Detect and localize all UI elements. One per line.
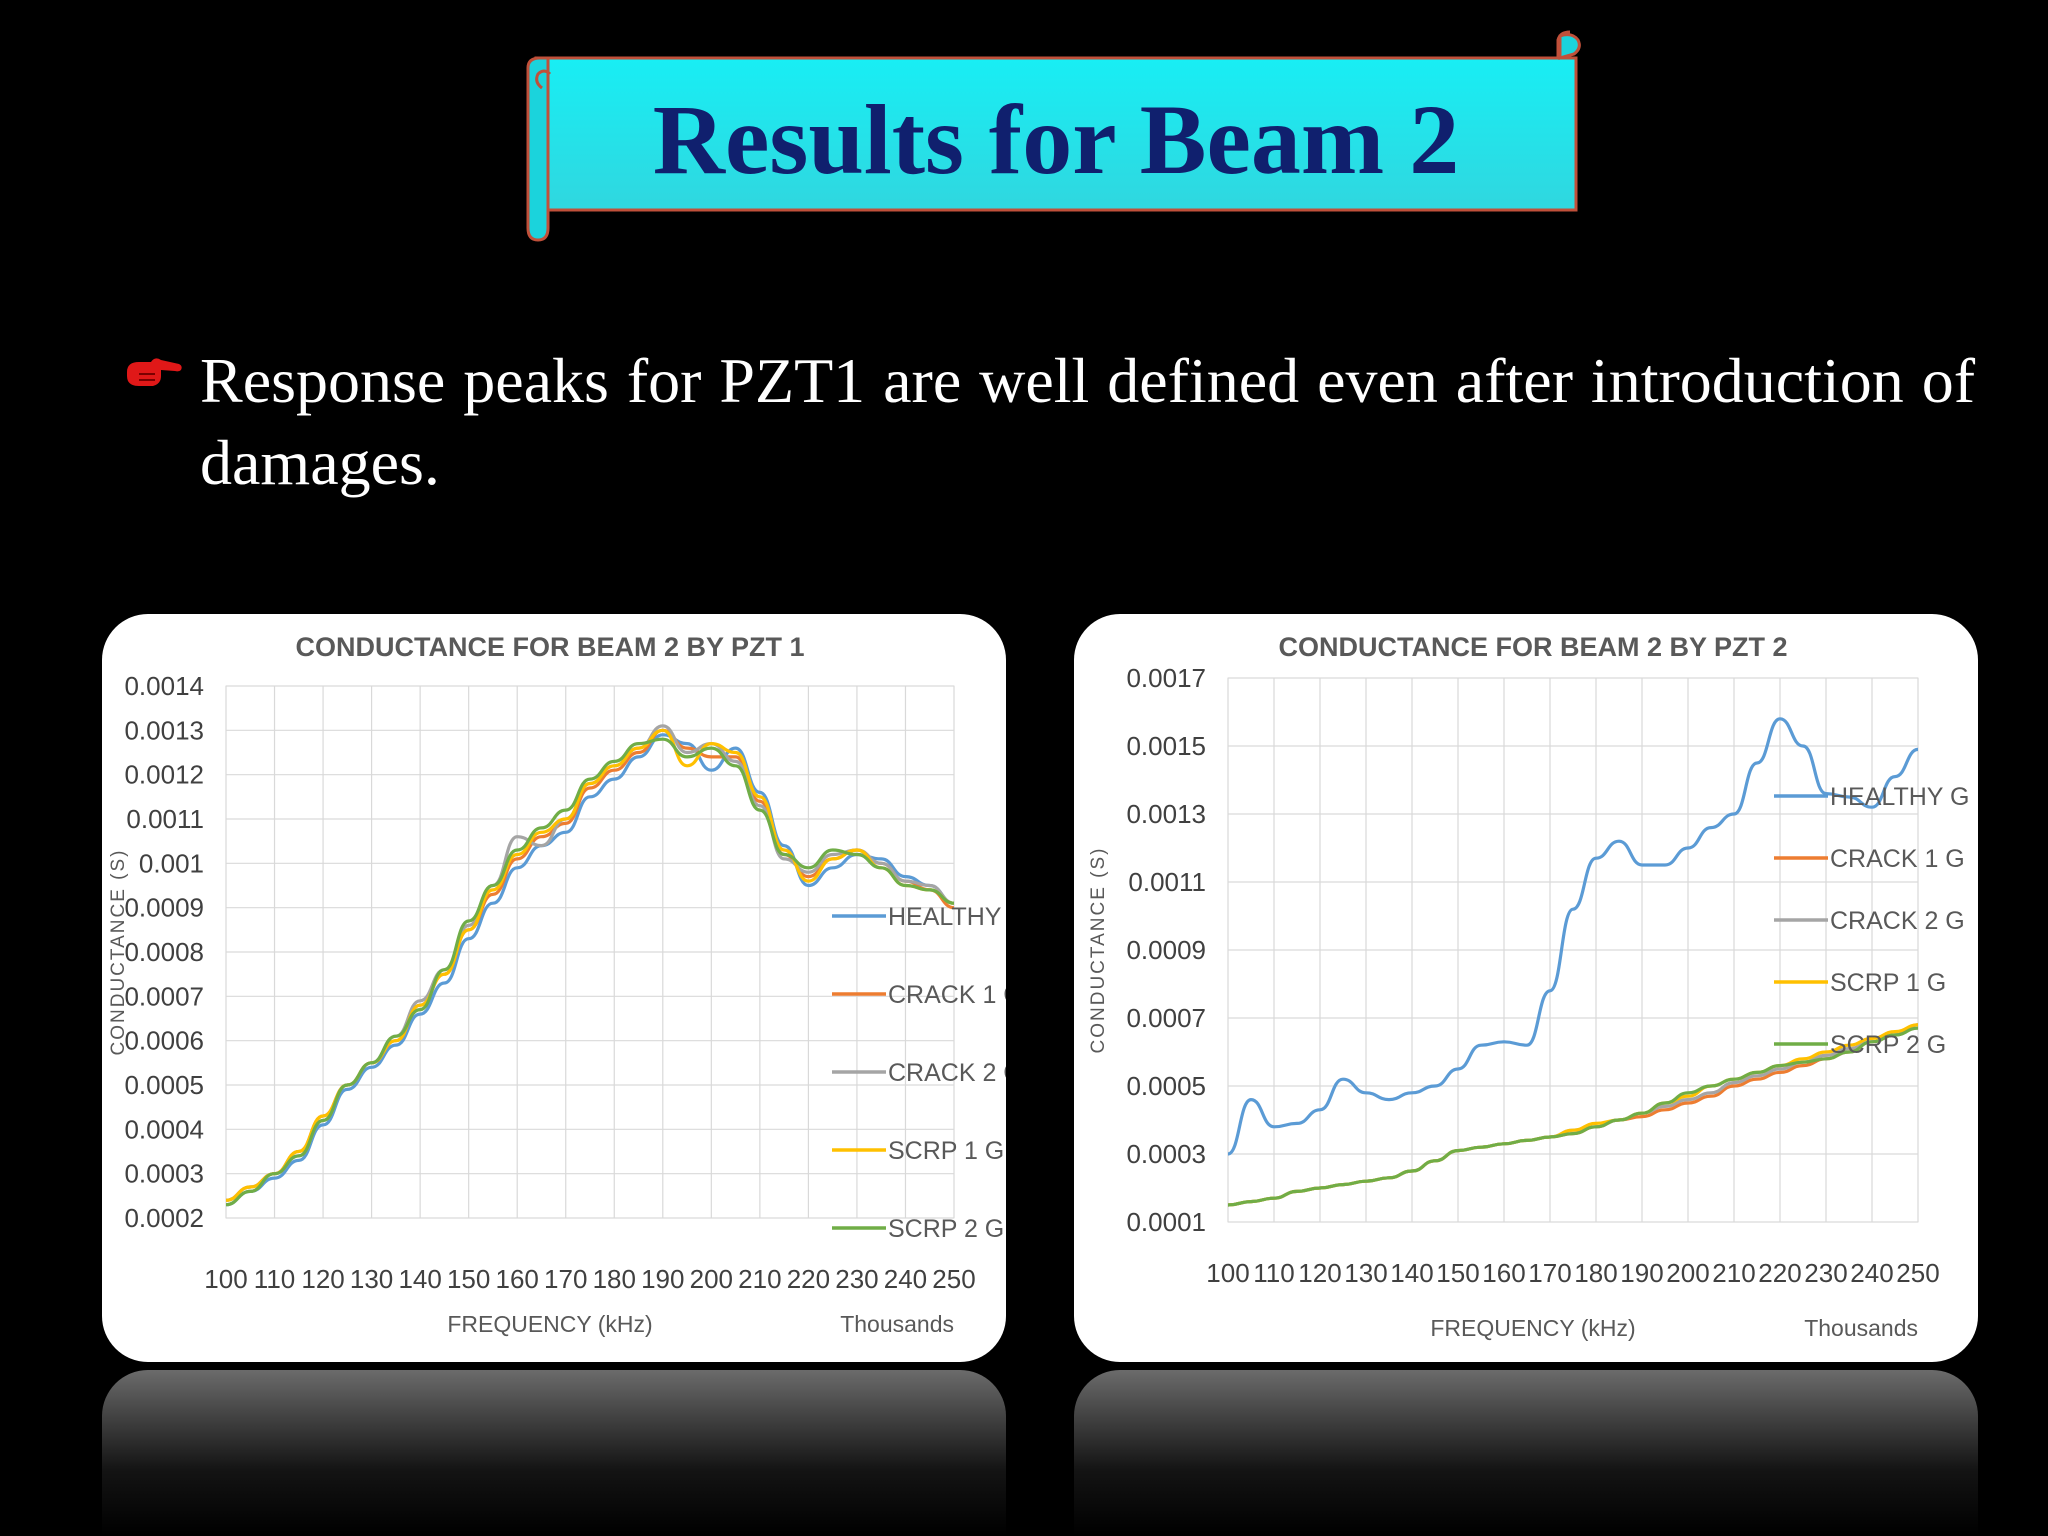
x-tick-label: 130 — [350, 1264, 393, 1294]
y-axis-label: CONDUCTANCE (S) — [1088, 847, 1109, 1054]
x-tick-label: 190 — [641, 1264, 684, 1294]
x-axis-units-note: Thousands — [1804, 1315, 1918, 1341]
x-tick-label: 230 — [835, 1264, 878, 1294]
x-tick-label: 210 — [1712, 1258, 1755, 1288]
series-line-scrp-2-g — [225, 737, 955, 1207]
x-tick-label: 170 — [1528, 1258, 1571, 1288]
y-tick-label: 0.0003 — [1126, 1139, 1206, 1169]
y-tick-label: 0.0011 — [126, 804, 204, 834]
y-tick-label: 0.0007 — [124, 981, 204, 1011]
y-tick-label: 0.0012 — [124, 760, 204, 790]
x-tick-label: 220 — [787, 1264, 830, 1294]
x-tick-label: 140 — [398, 1264, 441, 1294]
y-tick-label: 0.001 — [139, 848, 204, 878]
slide-title: Results for Beam 2 — [652, 84, 1460, 195]
series-line-healthy-g — [1227, 717, 1919, 1156]
x-tick-label: 160 — [496, 1264, 539, 1294]
y-tick-label: 0.0009 — [124, 893, 204, 923]
legend-label: SCRP 1 G — [888, 1137, 1004, 1165]
bullet-text: Response peaks for PZT1 are well defined… — [200, 345, 1975, 498]
x-tick-label: 230 — [1804, 1258, 1847, 1288]
chart-reflection-right — [1074, 1370, 1978, 1536]
x-tick-label: 180 — [1574, 1258, 1617, 1288]
x-tick-label: 200 — [1666, 1258, 1709, 1288]
y-tick-label: 0.0005 — [124, 1070, 204, 1100]
legend-label: CRACK 2 G — [888, 1059, 1006, 1087]
chart-card-pzt1: 100 110 120 130 140 150 160 170 180 190 200 210 220 2… — [102, 614, 1006, 1362]
y-tick-label: 0.0011 — [1128, 867, 1206, 897]
series-line-scrp-2-g — [1227, 1026, 1919, 1207]
x-tick-label: 200 — [690, 1264, 733, 1294]
x-tick-label: 160 — [1482, 1258, 1525, 1288]
x-tick-label: 110 — [1253, 1258, 1294, 1288]
x-tick-label: 130 — [1344, 1258, 1387, 1288]
y-tick-label: 0.0006 — [124, 1026, 204, 1056]
y-tick-label: 0.0015 — [1126, 731, 1206, 761]
x-tick-label: 100 — [204, 1264, 247, 1294]
x-tick-label: 150 — [447, 1264, 490, 1294]
series-line-healthy-g — [225, 733, 955, 1207]
x-tick-label: 190 — [1620, 1258, 1663, 1288]
y-tick-label: 0.0008 — [124, 937, 204, 967]
chart-pzt2: 100 110 120 130 140 150 160 170 180 190 200 210 220 2… — [1088, 632, 1969, 1341]
chart-title: CONDUCTANCE FOR BEAM 2 BY PZT 2 — [1278, 632, 1787, 662]
legend-label: HEALTHY G — [888, 903, 1006, 931]
x-tick-label: 240 — [884, 1264, 927, 1294]
x-tick-label: 120 — [1298, 1258, 1341, 1288]
legend-label: SCRP 2 G — [888, 1215, 1004, 1243]
x-tick-label: 210 — [738, 1264, 781, 1294]
y-tick-label: 0.0004 — [124, 1114, 204, 1144]
x-tick-label: 140 — [1390, 1258, 1433, 1288]
y-axis-label: CONDUCTANCE (S) — [108, 849, 129, 1056]
y-tick-label: 0.0005 — [1126, 1071, 1206, 1101]
x-axis-label: FREQUENCY (kHz) — [447, 1311, 652, 1337]
legend-label: HEALTHY G — [1830, 783, 1969, 811]
scroll-banner-shape — [526, 30, 1581, 242]
y-tick-label: 0.0014 — [124, 671, 204, 701]
y-tick-label: 0.0002 — [124, 1203, 204, 1233]
bullet-point: Response peaks for PZT1 are well defined… — [125, 340, 1975, 504]
x-tick-label: 180 — [593, 1264, 636, 1294]
y-tick-label: 0.0009 — [1126, 935, 1206, 965]
y-tick-label: 0.0013 — [124, 715, 204, 745]
title-banner: Results for Beam 2 — [520, 28, 1592, 248]
legend-label: SCRP 1 G — [1830, 969, 1946, 997]
chart-reflection-left — [102, 1370, 1006, 1536]
x-tick-label: 150 — [1436, 1258, 1479, 1288]
chart-card-pzt2: 100 110 120 130 140 150 160 170 180 190 200 210 220 2… — [1074, 614, 1978, 1362]
y-tick-label: 0.0007 — [1126, 1003, 1206, 1033]
y-tick-label: 0.0001 — [1126, 1207, 1206, 1237]
x-tick-label: 120 — [301, 1264, 344, 1294]
legend-label: CRACK 2 G — [1830, 907, 1965, 935]
x-tick-label: 250 — [1896, 1258, 1939, 1288]
y-tick-label: 0.0003 — [124, 1159, 204, 1189]
y-tick-label: 0.0017 — [1126, 663, 1206, 693]
x-tick-label: 250 — [932, 1264, 975, 1294]
x-axis-label: FREQUENCY (kHz) — [1430, 1315, 1635, 1341]
x-axis-units-note: Thousands — [840, 1311, 954, 1337]
chart-title: CONDUCTANCE FOR BEAM 2 BY PZT 1 — [295, 632, 804, 662]
x-tick-label: 170 — [544, 1264, 587, 1294]
legend-label: CRACK 1 G — [888, 981, 1006, 1009]
legend-label: CRACK 1 G — [1830, 845, 1965, 873]
pointing-hand-icon — [127, 358, 182, 386]
y-tick-label: 0.0013 — [1126, 799, 1206, 829]
legend-label: SCRP 2 G — [1830, 1031, 1946, 1059]
x-tick-label: 100 — [1206, 1258, 1249, 1288]
x-tick-label: 220 — [1758, 1258, 1801, 1288]
x-tick-label: 110 — [254, 1264, 295, 1294]
chart-pzt1: 100 110 120 130 140 150 160 170 180 190 200 210 220 2… — [108, 632, 1006, 1337]
x-tick-label: 240 — [1850, 1258, 1893, 1288]
